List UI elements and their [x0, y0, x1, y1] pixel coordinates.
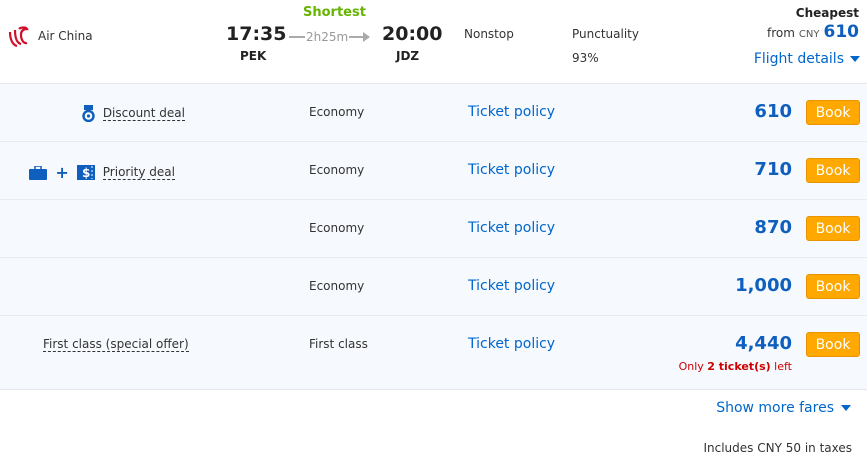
ticket-policy-link[interactable]: Ticket policy [468, 220, 556, 236]
svg-text:$: $ [82, 166, 90, 180]
fare-price: 710 [754, 159, 792, 180]
luggage-icon [29, 165, 48, 180]
flight-details-toggle[interactable]: Flight details [754, 51, 860, 67]
book-button[interactable]: Book [806, 216, 860, 241]
fare-price: 1,000 [735, 275, 792, 296]
stops: Nonstop [464, 27, 514, 41]
punctuality-value: 93% [572, 51, 599, 65]
arrival-time: 20:00 [382, 23, 443, 45]
cabin-class: Economy [309, 163, 365, 177]
cabin-class: Economy [309, 279, 365, 293]
deal-label[interactable]: First class (special offer) [43, 337, 189, 352]
caret-down-icon [841, 405, 851, 411]
show-more-label: Show more fares [716, 400, 834, 416]
tickets-left-notice: Only 2 ticket(s) left [678, 360, 792, 373]
flight-summary: Air China Shortest 17:35 PEK 2h25m 20:00… [0, 0, 867, 84]
ticket-policy-link[interactable]: Ticket policy [468, 336, 556, 352]
ticket-policy-link[interactable]: Ticket policy [468, 278, 556, 294]
deal-label[interactable]: Priority deal [102, 165, 175, 180]
arrival-airport: JDZ [396, 49, 420, 63]
currency: CNY [798, 29, 820, 40]
from-label: from [766, 26, 795, 40]
fare-row: + $ Priority deal Economy Ticket policy … [0, 142, 867, 200]
air-china-logo-icon [8, 26, 29, 48]
shortest-badge: Shortest [303, 5, 366, 20]
ticket-policy-link[interactable]: Ticket policy [468, 162, 556, 178]
plus-sign: + [55, 163, 69, 182]
taxes-note: Includes CNY 50 in taxes [703, 441, 852, 455]
deal-label[interactable]: Discount deal [102, 106, 185, 121]
cabin-class: Economy [309, 221, 365, 235]
cheapest-label: Cheapest [795, 6, 859, 20]
departure-airport: PEK [240, 49, 267, 63]
cabin-class: First class [309, 337, 368, 351]
ticket-policy-link[interactable]: Ticket policy [468, 104, 556, 120]
medal-icon [82, 105, 95, 122]
caret-down-icon [850, 56, 860, 62]
arrow-head-icon [363, 32, 370, 42]
book-button[interactable]: Book [806, 158, 860, 183]
fare-row: First class (special offer) First class … [0, 316, 867, 390]
fare-row: Discount deal Economy Ticket policy 610 … [0, 84, 867, 142]
fare-row: Economy Ticket policy 1,000 Book [0, 258, 867, 316]
show-more-fares-button[interactable]: Show more fares [716, 400, 851, 416]
cabin-class: Economy [309, 105, 365, 119]
fare-price: 870 [754, 217, 792, 238]
duration: 2h25m [305, 30, 350, 44]
departure-time: 17:35 [226, 23, 287, 45]
book-button[interactable]: Book [806, 100, 860, 125]
fare-price: 610 [754, 101, 792, 122]
fare-list: Discount deal Economy Ticket policy 610 … [0, 84, 867, 390]
from-price: 610 [823, 22, 860, 42]
fare-price: 4,440 [735, 333, 792, 354]
dollar-voucher-icon: $ [76, 165, 95, 180]
punctuality-label: Punctuality [572, 27, 639, 41]
fare-row: Economy Ticket policy 870 Book [0, 200, 867, 258]
flight-details-label: Flight details [753, 51, 844, 67]
book-button[interactable]: Book [806, 274, 860, 299]
airline-name: Air China [38, 29, 93, 43]
book-button[interactable]: Book [806, 332, 860, 357]
